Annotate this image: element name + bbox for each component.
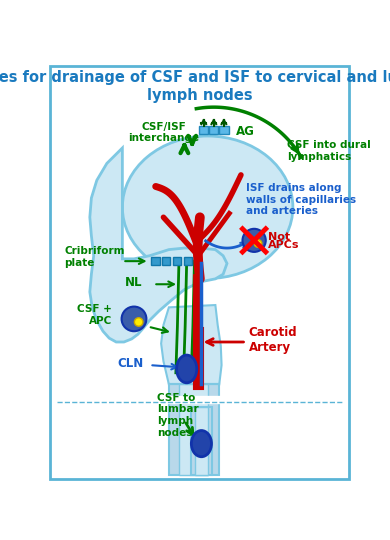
Text: Carotid
Artery: Carotid Artery [249,327,297,354]
Text: Routes for drainage of CSF and ISF to cervical and lumbar
lymph nodes: Routes for drainage of CSF and ISF to ce… [0,70,390,103]
Text: CSF into dural
lymphatics: CSF into dural lymphatics [287,140,371,162]
Ellipse shape [243,229,266,252]
Text: AG: AG [236,125,255,138]
Text: APCs: APCs [268,240,300,250]
Polygon shape [90,148,227,342]
Ellipse shape [122,136,293,279]
Bar [209,126,218,134]
Bar [191,408,212,475]
Text: CSF to
lumbar
lymph
nodes: CSF to lumbar lymph nodes [157,393,199,437]
Text: CSF +
APC: CSF + APC [78,304,112,326]
Ellipse shape [135,318,143,326]
Ellipse shape [177,355,197,383]
Text: ISF drains along
walls of capillaries
and arteries: ISF drains along walls of capillaries an… [246,183,356,216]
Text: Not: Not [268,232,290,241]
Bar [173,257,181,265]
Text: CLN: CLN [117,357,143,370]
Bar [151,257,160,265]
Bar [195,408,207,475]
Text: NL: NL [125,276,142,289]
FancyBboxPatch shape [50,66,349,479]
Text: CSF/ISF
interchange: CSF/ISF interchange [128,122,199,143]
Bar [184,257,192,265]
Text: Cribriform
plate: Cribriform plate [64,246,125,268]
Ellipse shape [122,307,146,331]
Bar [169,384,219,475]
Ellipse shape [191,430,211,457]
Bar [219,126,229,134]
Bar [199,126,208,134]
Ellipse shape [254,240,262,247]
Bar [179,384,208,475]
Bar [162,257,170,265]
Polygon shape [161,305,222,384]
